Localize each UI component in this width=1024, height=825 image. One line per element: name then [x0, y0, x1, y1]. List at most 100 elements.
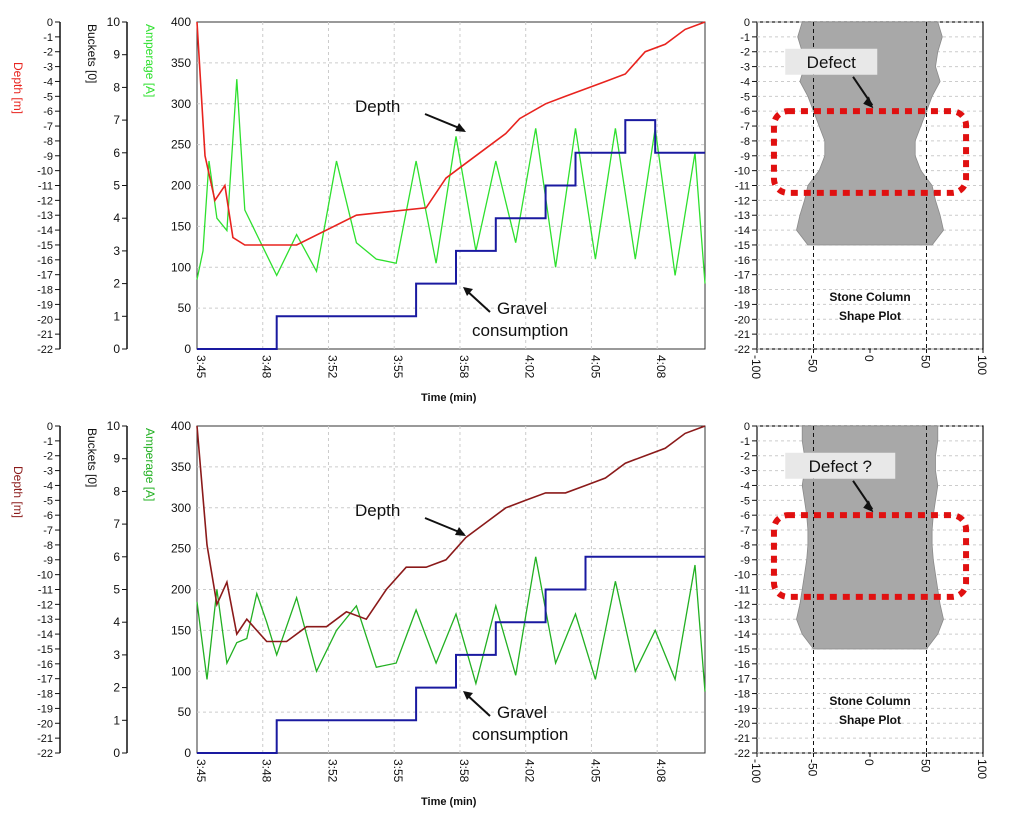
depth-tick-label: -22: [37, 344, 53, 356]
buckets-tick-label: 8: [113, 484, 120, 498]
depth-tick-label: -17: [37, 674, 53, 686]
depth-tick-label: -5: [43, 91, 53, 103]
shape-depth-tick-label: -3: [740, 466, 750, 478]
shape-depth-tick-label: -8: [740, 540, 750, 552]
shape-depth-tick-label: -11: [735, 181, 750, 193]
shape-title-line2: Shape Plot: [839, 713, 901, 727]
shape-depth-tick-label: -9: [740, 151, 750, 163]
amperage-tick-label: 300: [171, 501, 191, 515]
shape-panel-bottom-right: 0 -1 -2 -3 -4 -5 -6 -7 -8 -9 -10 -11 -12 -13 -14 -15 -16…: [734, 421, 989, 783]
buckets-tick-label: 8: [113, 80, 120, 94]
depth-tick-label: -20: [37, 314, 53, 326]
shape-depth-tick-label: -7: [740, 525, 750, 537]
shape-depth-tick-label: -14: [734, 225, 750, 237]
depth-tick-label: -22: [37, 748, 53, 760]
depth-tick-label: -13: [37, 614, 53, 626]
depth-tick-label: -12: [37, 599, 53, 611]
buckets-tick-label: 6: [113, 146, 120, 160]
buckets-tick-label: 5: [113, 583, 120, 597]
buckets-tick-label: 0: [113, 746, 120, 760]
shape-x-tick-label: 0: [862, 355, 876, 362]
x-tick-label: 3:55: [391, 759, 405, 783]
depth-tick-label: -5: [43, 495, 53, 507]
defect-arrow-head: [863, 500, 874, 513]
depth-arrow-head: [455, 527, 466, 536]
time-panel-top: 3:45 3:48 3:52 3:55 3:58 4:02 4:05 4:08 Time (mi…: [11, 15, 706, 404]
depth-tick-label: -9: [43, 151, 53, 163]
gravel-arrow-head: [463, 287, 473, 296]
depth-tick-label: -11: [38, 585, 53, 597]
amperage-tick-label: 100: [171, 664, 191, 678]
amperage-tick-label: 200: [171, 179, 191, 193]
time-panel-bottom: 3:45 3:48 3:52 3:55 3:58 4:02 4:05 4:08 Time (mi…: [11, 419, 706, 808]
depth-series-line: [196, 425, 706, 643]
amperage-tick-label: 100: [171, 260, 191, 274]
shape-x-tick-label: 100: [975, 355, 989, 375]
defect-arrow-head: [863, 96, 874, 109]
column-shape: [796, 21, 944, 246]
shape-depth-tick-label: -7: [740, 121, 750, 133]
buckets-tick-label: 7: [113, 113, 120, 127]
shape-depth-tick-label: -18: [734, 689, 750, 701]
gravel-series-line: [197, 119, 705, 350]
buckets-tick-label: 6: [113, 550, 120, 564]
shape-depth-tick-label: -20: [734, 314, 750, 326]
depth-series-line: [196, 21, 706, 246]
buckets-tick-label: 4: [113, 211, 120, 225]
shape-depth-tick-label: -16: [734, 255, 750, 267]
depth-tick-label: -2: [43, 47, 53, 59]
shape-depth-tick-label: -2: [740, 47, 750, 59]
shape-depth-tick-label: -8: [740, 136, 750, 148]
buckets-tick-label: 9: [113, 452, 120, 466]
x-tick-label: 4:02: [523, 759, 537, 783]
buckets-tick-label: 2: [113, 277, 120, 291]
shape-depth-tick-label: -9: [740, 555, 750, 567]
buckets-tick-label: 5: [113, 179, 120, 193]
buckets-tick-label: 3: [113, 244, 120, 258]
x-tick-label: 3:48: [260, 759, 274, 783]
shape-depth-tick-label: -18: [734, 285, 750, 297]
buckets-tick-label: 0: [113, 342, 120, 356]
shape-depth-tick-label: -2: [740, 451, 750, 463]
shape-depth-tick-label: -6: [740, 510, 750, 522]
gravel-series-line: [197, 555, 705, 754]
shape-depth-tick-label: -19: [734, 703, 750, 715]
depth-tick-label: -16: [37, 255, 53, 267]
depth-tick-label: -18: [37, 689, 53, 701]
shape-depth-tick-label: -11: [735, 585, 750, 597]
gravel-annotation-line1: Gravel: [497, 703, 547, 722]
x-tick-label: 3:52: [325, 759, 339, 783]
shape-panel-top-right: 0 -1 -2 -3 -4 -5 -6 -7 -8 -9 -10 -11 -12 -13 -14 -15 -16…: [734, 17, 989, 379]
amperage-tick-label: 0: [184, 342, 191, 356]
depth-tick-label: -3: [43, 62, 53, 74]
amperage-tick-label: 250: [171, 542, 191, 556]
shape-depth-tick-label: -4: [740, 76, 750, 88]
amperage-tick-label: 350: [171, 56, 191, 70]
buckets-tick-label: 10: [107, 15, 121, 29]
buckets-tick-label: 9: [113, 48, 120, 62]
depth-tick-label: -20: [37, 718, 53, 730]
amperage-tick-label: 350: [171, 460, 191, 474]
defect-label: Defect: [807, 53, 856, 72]
defect-label: Defect ?: [809, 457, 872, 476]
depth-tick-label: -17: [37, 270, 53, 282]
shape-depth-tick-label: -10: [734, 166, 750, 178]
depth-annotation: Depth: [355, 501, 400, 520]
depth-tick-label: -16: [37, 659, 53, 671]
x-tick-label: 3:45: [194, 355, 208, 379]
x-tick-label: 3:45: [194, 759, 208, 783]
x-tick-label: 3:55: [391, 355, 405, 379]
shape-x-tick-label: 0: [862, 759, 876, 766]
depth-tick-label: -10: [37, 570, 53, 582]
shape-depth-tick-label: -4: [740, 480, 750, 492]
shape-x-tick-label: 50: [919, 355, 933, 369]
amperage-tick-label: 50: [178, 705, 192, 719]
shape-depth-tick-label: -17: [734, 270, 750, 282]
x-tick-label: 3:52: [325, 355, 339, 379]
depth-tick-label: -12: [37, 195, 53, 207]
depth-tick-label: -11: [38, 181, 53, 193]
gravel-arrow-head: [463, 691, 473, 700]
depth-tick-label: -14: [37, 629, 53, 641]
shape-depth-tick-label: -5: [740, 495, 750, 507]
